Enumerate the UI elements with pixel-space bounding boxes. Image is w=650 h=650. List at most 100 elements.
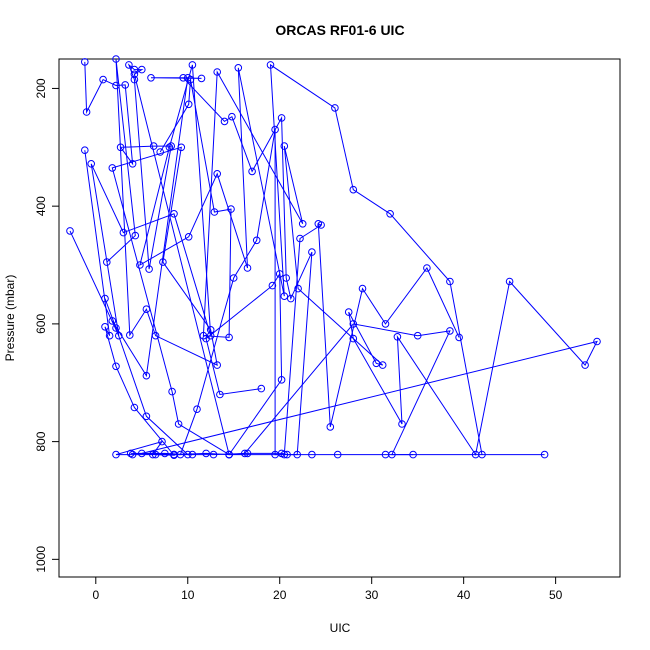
data-point: [184, 74, 192, 82]
x-axis: 0 10 20 30 40 50: [92, 576, 563, 602]
data-point: [314, 220, 323, 228]
data-point: [188, 61, 197, 69]
data-point: [252, 236, 261, 245]
data-point: [82, 108, 91, 116]
data-point: [277, 449, 286, 458]
data-point: [130, 65, 139, 74]
data-point: [197, 74, 206, 83]
data-point: [296, 234, 304, 243]
data-point: [142, 305, 151, 314]
data-point: [121, 81, 129, 89]
series-line: [69, 63, 483, 455]
data-point: [275, 270, 284, 278]
data-point: [128, 160, 137, 168]
data-point: [184, 233, 193, 241]
series-line: [111, 77, 313, 456]
data-point: [112, 55, 120, 63]
data-point: [248, 167, 256, 176]
data-point: [156, 148, 164, 156]
data-point: [266, 61, 275, 69]
y-tick-label: 400: [34, 196, 48, 216]
series-7: [81, 58, 454, 459]
data-point: [213, 170, 221, 178]
data-point: [213, 68, 221, 76]
data-point: [280, 292, 289, 301]
data-point: [268, 281, 277, 290]
data-point: [206, 326, 215, 334]
data-point: [115, 331, 123, 340]
data-point: [170, 450, 178, 459]
data-point: [358, 284, 367, 293]
data-point: [184, 100, 193, 109]
data-point: [112, 324, 120, 332]
data-point: [126, 331, 134, 339]
data-point: [158, 437, 166, 446]
x-tick-label: 40: [457, 588, 471, 602]
data-point: [225, 450, 233, 459]
data-point: [593, 337, 601, 346]
data-point: [298, 220, 307, 228]
data-point: [81, 58, 89, 66]
data-point: [210, 208, 219, 216]
x-tick-label: 10: [181, 588, 195, 602]
data-point: [125, 61, 133, 69]
data-point: [446, 277, 454, 286]
data-point: [386, 210, 394, 218]
x-tick-label: 50: [549, 588, 563, 602]
data-point: [277, 376, 286, 384]
data-point: [108, 317, 117, 325]
y-axis: 200 400 600 800 1000: [34, 78, 60, 573]
data-point: [179, 74, 187, 82]
data-point: [131, 231, 140, 240]
series-line: [84, 129, 460, 456]
data-point: [413, 331, 422, 340]
data-point: [112, 362, 120, 371]
data-point: [99, 75, 107, 84]
series-line: [106, 58, 283, 456]
series-4: [138, 68, 601, 459]
data-point: [229, 274, 238, 282]
data-point: [87, 160, 95, 168]
data-point: [138, 449, 146, 458]
data-point: [149, 142, 158, 150]
y-tick-label: 800: [34, 431, 48, 451]
data-point: [128, 450, 137, 459]
y-tick-label: 600: [34, 314, 48, 334]
data-point: [168, 387, 176, 396]
data-point: [308, 450, 316, 459]
x-tick-label: 20: [273, 588, 287, 602]
data-point: [372, 359, 381, 368]
y-axis-label: Pressure (mbar): [3, 275, 17, 362]
data-point: [540, 450, 549, 459]
data-point: [149, 450, 157, 459]
data-point: [116, 143, 125, 152]
series-layer: [66, 55, 601, 460]
data-point: [277, 114, 286, 122]
series-line: [104, 298, 545, 456]
series-3: [103, 55, 286, 459]
data-point: [349, 320, 358, 328]
data-point: [213, 361, 221, 369]
data-point: [287, 294, 295, 303]
data-point: [193, 405, 201, 414]
data-point: [349, 334, 358, 343]
data-point: [227, 205, 235, 213]
data-point: [161, 449, 169, 458]
data-point: [280, 142, 289, 150]
data-point: [220, 117, 229, 126]
data-point: [344, 308, 353, 316]
data-point: [241, 449, 249, 458]
data-point: [225, 333, 233, 342]
data-point: [423, 264, 431, 272]
data-point: [130, 403, 139, 412]
data-point: [130, 70, 139, 79]
series-line: [141, 70, 598, 456]
data-point: [388, 450, 396, 459]
data-point: [112, 81, 120, 90]
data-point: [381, 320, 390, 328]
data-point: [216, 390, 224, 399]
data-point: [138, 65, 146, 74]
data-point: [409, 450, 417, 459]
y-tick-label: 1000: [34, 546, 48, 573]
